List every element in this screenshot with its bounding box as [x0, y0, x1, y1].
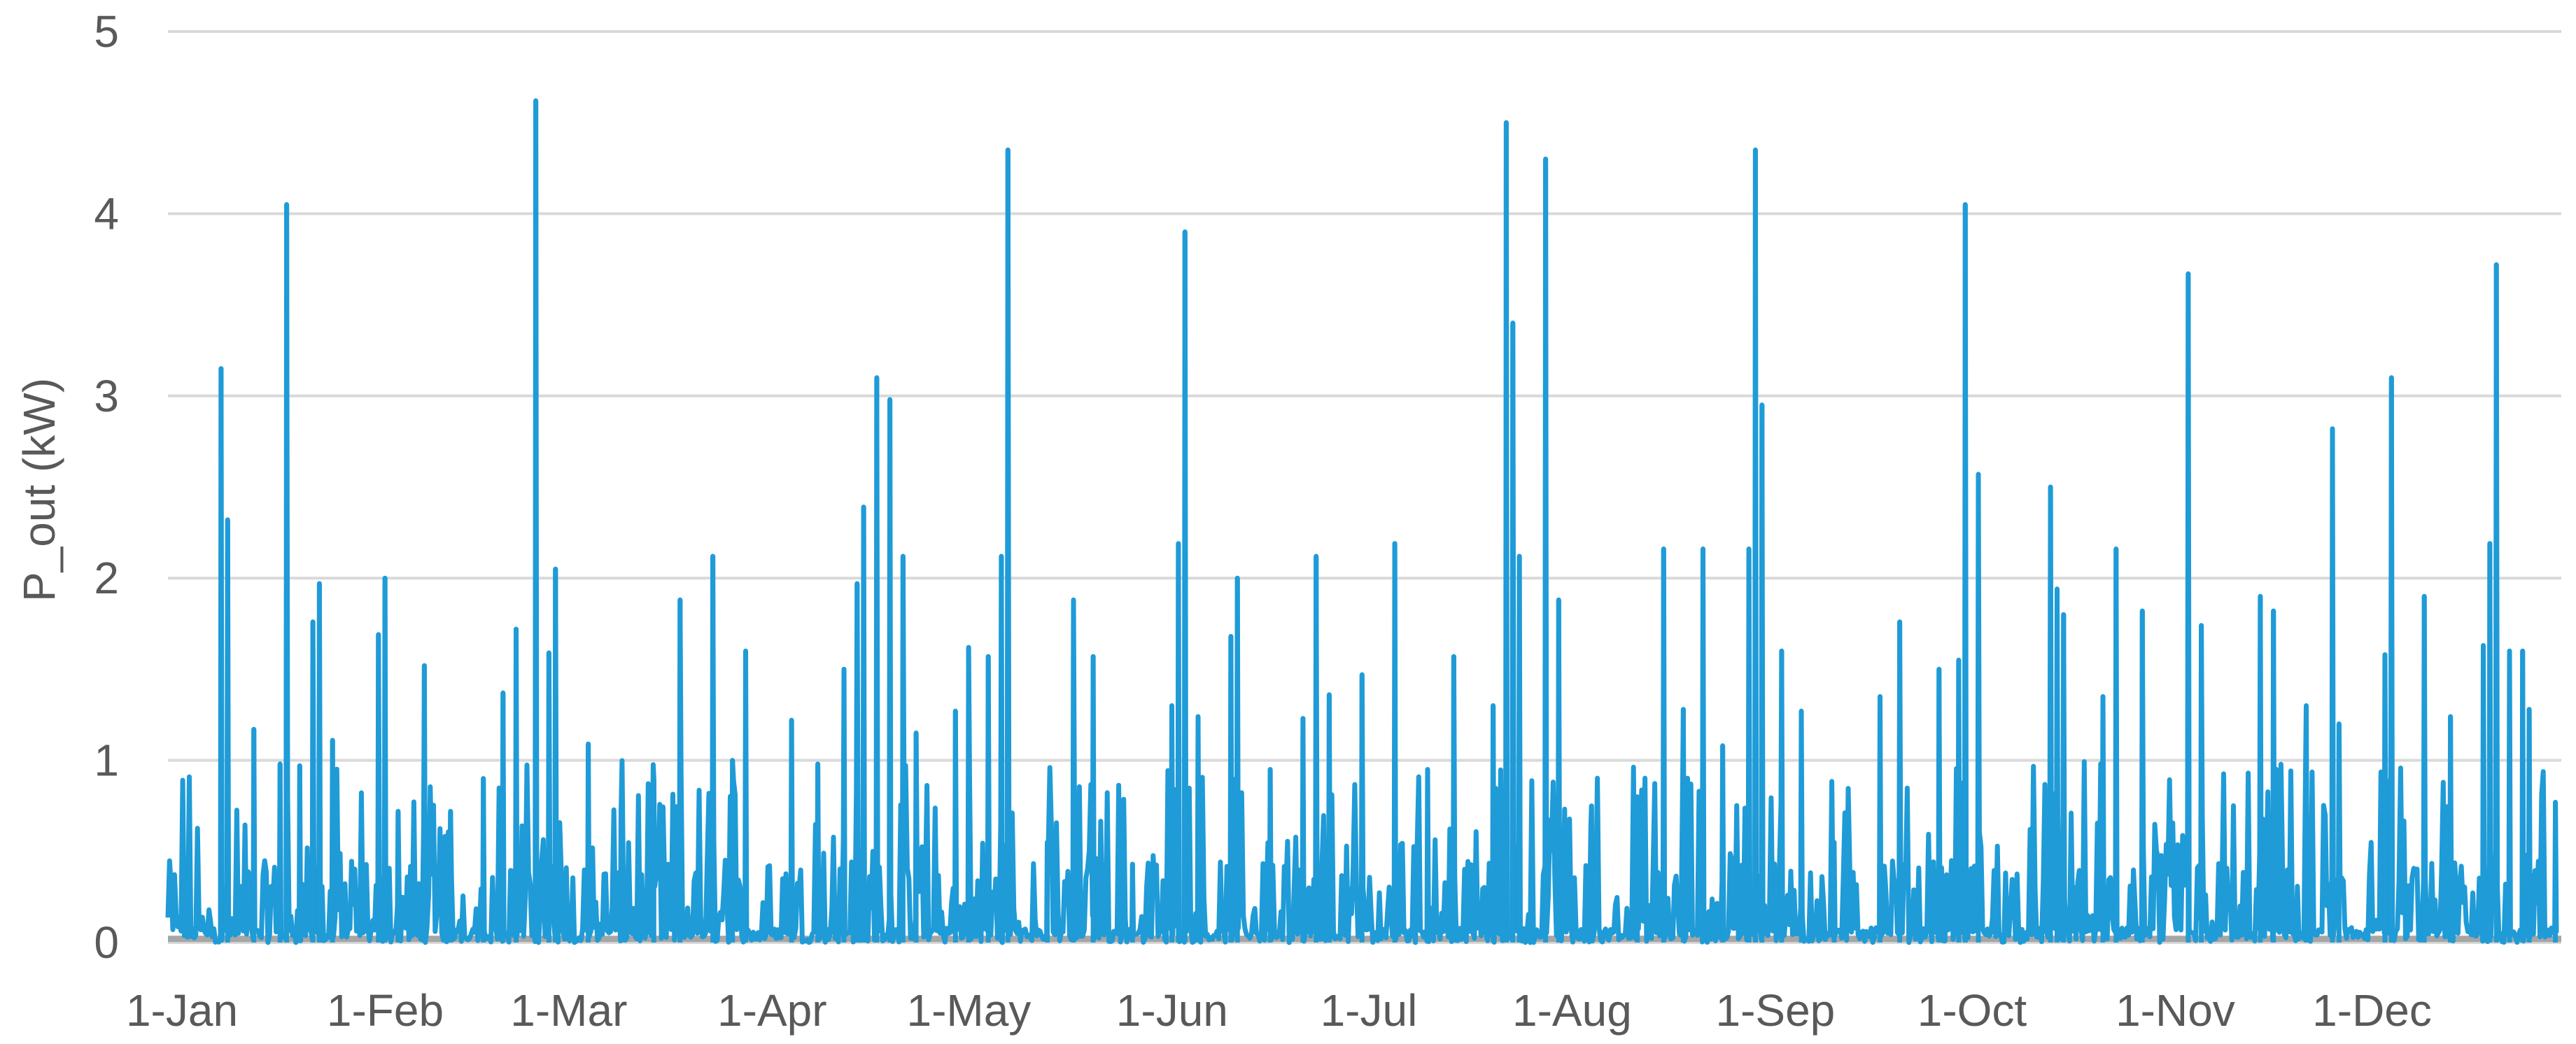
y-axis-label: P_out (kW)	[14, 378, 64, 602]
gridlines	[168, 30, 2561, 944]
x-tick-label-1-jun: 1-Jun	[1116, 985, 1228, 1036]
x-tick-label-1-dec: 1-Dec	[2312, 985, 2432, 1036]
series-layer	[165, 98, 2561, 945]
y-tick-label-5: 5	[94, 6, 119, 57]
x-tick-label-1-mar: 1-Mar	[510, 985, 627, 1036]
y-tick-label-0: 0	[94, 917, 119, 968]
x-tick-label-1-oct: 1-Oct	[1917, 985, 2027, 1036]
x-axis-tick-labels: 1-Jan 1-Feb 1-Mar 1-Apr 1-May 1-Jun 1-Jul 1-Aug…	[126, 985, 2432, 1036]
y-tick-label-1: 1	[94, 735, 119, 786]
x-tick-label-1-apr: 1-Apr	[717, 985, 827, 1036]
y-tick-label-2: 2	[94, 553, 119, 603]
x-tick-label-1-jan: 1-Jan	[126, 985, 238, 1036]
y-tick-label-3: 3	[94, 371, 119, 421]
x-tick-label-1-feb: 1-Feb	[327, 985, 444, 1036]
y-axis-tick-labels: 0 1 2 3 4 5	[94, 6, 119, 968]
y-tick-label-4: 4	[94, 188, 119, 239]
x-tick-label-1-jul: 1-Jul	[1321, 985, 1418, 1036]
x-tick-label-1-nov: 1-Nov	[2116, 985, 2235, 1036]
x-tick-label-1-sep: 1-Sep	[1715, 985, 1835, 1036]
x-tick-label-1-may: 1-May	[906, 985, 1031, 1036]
x-tick-label-1-aug: 1-Aug	[1512, 985, 1632, 1036]
